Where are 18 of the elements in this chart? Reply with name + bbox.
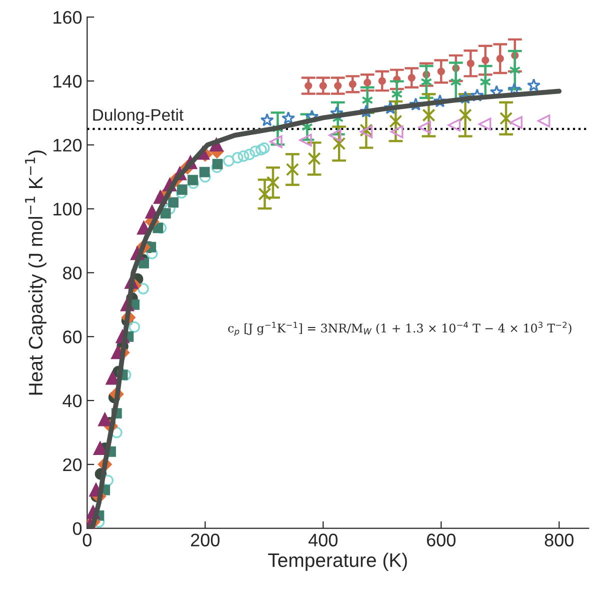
y-tick-label: 160 [54, 11, 82, 24]
text: c$_{p}$ [J g$^{−1}$K$^{−1}$] = 3NR/M$_{W}$ (1 + 1.3 × 10$^{−4}$ T − 4 × 10$^{3}$ T$^{−2}$) [228, 322, 572, 336]
x-tick-label: 0 [82, 534, 92, 546]
x-axis-title: Temperature (K) [268, 552, 407, 571]
y-tick-label: 120 [54, 138, 82, 152]
y-tick-label: 80 [63, 266, 82, 280]
x-tick-label: 600 [427, 534, 456, 546]
y-tick-label: 20 [63, 458, 82, 472]
x-tick-label: 200 [191, 534, 220, 546]
y-tick-label: 100 [54, 202, 82, 216]
y-tick-label: 140 [54, 74, 82, 88]
y-tick-label: 0 [72, 522, 82, 536]
x-tick-label: 400 [308, 534, 338, 546]
ref-line-label: Dulong-Petit [93, 108, 184, 124]
y-tick-label: 60 [63, 330, 82, 344]
x-tick-label: 800 [544, 534, 574, 546]
y-tick-label: 40 [62, 394, 82, 408]
y-axis-title: Heat Capacity (J mol$^{−1}$ K$^{−1}$) [25, 150, 46, 395]
